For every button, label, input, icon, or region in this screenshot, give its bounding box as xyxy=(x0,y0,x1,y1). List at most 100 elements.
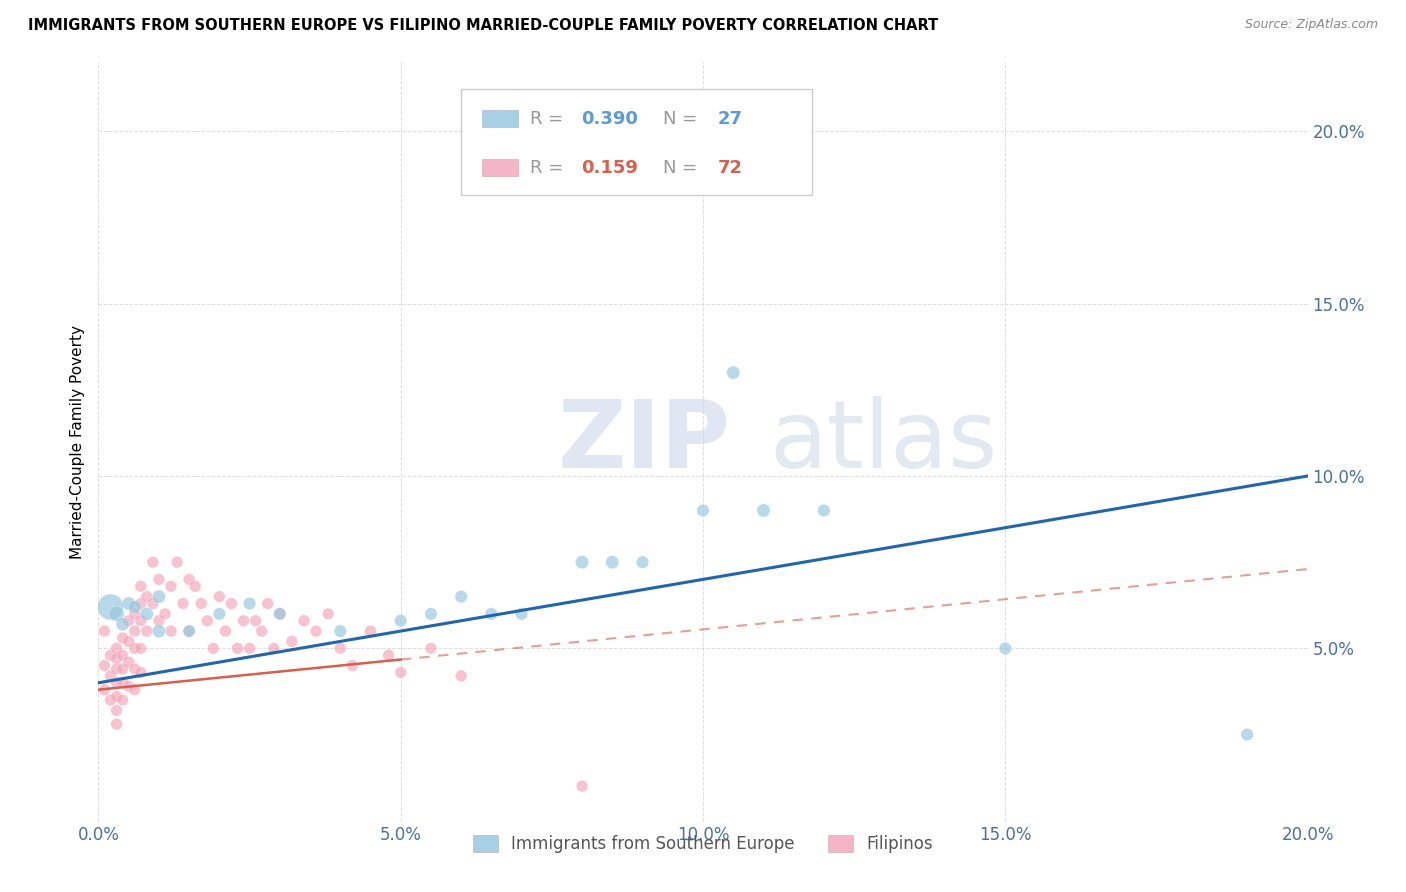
Point xyxy=(481,607,503,621)
Point xyxy=(148,624,170,639)
Point xyxy=(124,624,146,639)
Point xyxy=(166,555,188,569)
Point xyxy=(118,655,141,669)
Point xyxy=(142,597,165,611)
Point xyxy=(450,590,472,604)
Point xyxy=(129,641,152,656)
Text: 0.390: 0.390 xyxy=(581,110,638,128)
Point xyxy=(118,634,141,648)
Point xyxy=(100,599,122,614)
Point xyxy=(389,665,412,680)
Point xyxy=(239,641,262,656)
Point xyxy=(179,624,201,639)
Point xyxy=(360,624,382,639)
Point xyxy=(93,658,115,673)
Point xyxy=(129,579,152,593)
Point xyxy=(292,614,315,628)
FancyBboxPatch shape xyxy=(482,160,517,177)
Point xyxy=(994,641,1017,656)
Point xyxy=(93,624,115,639)
Point xyxy=(226,641,249,656)
Point xyxy=(305,624,328,639)
Point xyxy=(263,641,285,656)
Point xyxy=(602,555,624,569)
Point xyxy=(124,599,146,614)
Point xyxy=(250,624,273,639)
Text: N =: N = xyxy=(664,110,703,128)
Point xyxy=(111,693,134,707)
Y-axis label: Married-Couple Family Poverty: Married-Couple Family Poverty xyxy=(69,325,84,558)
Point xyxy=(129,665,152,680)
Point xyxy=(316,607,339,621)
Point xyxy=(105,607,128,621)
Point xyxy=(129,597,152,611)
Point xyxy=(111,617,134,632)
Point xyxy=(160,624,183,639)
Text: IMMIGRANTS FROM SOUTHERN EUROPE VS FILIPINO MARRIED-COUPLE FAMILY POVERTY CORREL: IMMIGRANTS FROM SOUTHERN EUROPE VS FILIP… xyxy=(28,18,938,33)
FancyBboxPatch shape xyxy=(461,89,811,195)
Point xyxy=(329,641,352,656)
Point xyxy=(111,631,134,645)
Point xyxy=(118,597,141,611)
Point xyxy=(256,597,278,611)
Point xyxy=(813,503,835,517)
Point xyxy=(195,614,218,628)
Point xyxy=(208,590,231,604)
Point xyxy=(153,607,176,621)
Point xyxy=(281,634,304,648)
Legend: Immigrants from Southern Europe, Filipinos: Immigrants from Southern Europe, Filipin… xyxy=(464,827,942,862)
Text: R =: R = xyxy=(530,110,569,128)
Point xyxy=(389,614,412,628)
Point xyxy=(148,614,170,628)
Point xyxy=(239,597,262,611)
Point xyxy=(190,597,212,611)
Point xyxy=(510,607,533,621)
Point xyxy=(1236,727,1258,741)
Point xyxy=(420,641,443,656)
Point xyxy=(111,675,134,690)
Text: N =: N = xyxy=(664,159,703,177)
Text: 72: 72 xyxy=(717,159,742,177)
Point xyxy=(631,555,654,569)
Point xyxy=(105,690,128,704)
Point xyxy=(135,607,157,621)
Point xyxy=(148,590,170,604)
Point xyxy=(105,662,128,676)
Point xyxy=(111,648,134,663)
Point xyxy=(124,607,146,621)
Text: 27: 27 xyxy=(717,110,742,128)
Point xyxy=(100,648,122,663)
Point xyxy=(172,597,194,611)
Text: atlas: atlas xyxy=(769,395,998,488)
Point xyxy=(124,682,146,697)
Point xyxy=(124,662,146,676)
Point xyxy=(571,779,593,793)
Point xyxy=(269,607,291,621)
Point xyxy=(232,614,254,628)
Point xyxy=(100,693,122,707)
Point xyxy=(179,624,201,639)
Point xyxy=(118,679,141,693)
Point xyxy=(124,641,146,656)
Point xyxy=(450,669,472,683)
Point xyxy=(752,503,775,517)
Point xyxy=(105,675,128,690)
Point xyxy=(221,597,243,611)
Text: 0.159: 0.159 xyxy=(581,159,638,177)
Point xyxy=(160,579,183,593)
Point xyxy=(342,658,364,673)
Point xyxy=(105,703,128,717)
Point xyxy=(202,641,225,656)
Point xyxy=(377,648,399,663)
Text: ZIP: ZIP xyxy=(558,395,731,488)
Point xyxy=(571,555,593,569)
Point xyxy=(93,682,115,697)
Point xyxy=(420,607,443,621)
Point xyxy=(111,662,134,676)
Point xyxy=(118,614,141,628)
Point xyxy=(135,590,157,604)
Point xyxy=(105,641,128,656)
Point xyxy=(179,573,201,587)
Point xyxy=(148,573,170,587)
Point xyxy=(269,607,291,621)
